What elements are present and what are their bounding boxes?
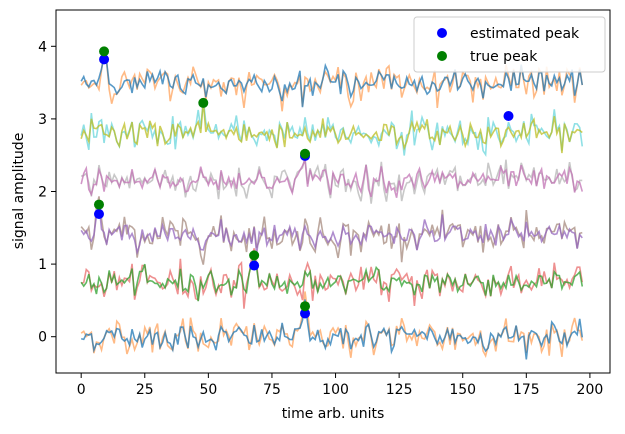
legend-marker-true-peak bbox=[437, 51, 447, 61]
estimated-peak-point-4 bbox=[503, 110, 514, 121]
true-peak-point-4 bbox=[198, 97, 209, 108]
legend-marker-estimated-peak bbox=[437, 28, 447, 38]
x-tick-label: 0 bbox=[77, 382, 86, 398]
true-peak-point-0 bbox=[300, 301, 311, 312]
marker-layer bbox=[93, 46, 514, 319]
y-tick-label: 2 bbox=[38, 185, 47, 201]
x-tick-label: 175 bbox=[513, 382, 540, 398]
x-axis-ticks: 0 25 50 75 100 125 150 175 200 bbox=[77, 373, 604, 398]
smoothed-signal-line-5 bbox=[80, 54, 584, 108]
x-tick-label: 125 bbox=[386, 382, 413, 398]
x-tick-label: 150 bbox=[449, 382, 476, 398]
true-peak-point-5 bbox=[99, 46, 110, 57]
true-peak-point-1 bbox=[249, 250, 260, 261]
y-tick-label: 0 bbox=[38, 330, 47, 346]
estimated-peak-point-1 bbox=[249, 260, 260, 271]
smoothed-signal-line-3 bbox=[80, 159, 584, 198]
true-peak-point-3 bbox=[300, 148, 311, 159]
legend-label-estimated-peak: estimated peak bbox=[470, 26, 580, 42]
x-tick-label: 50 bbox=[199, 382, 217, 398]
x-axis-label: time arb. units bbox=[282, 406, 385, 422]
estimated-peak-point-5 bbox=[99, 54, 110, 65]
estimated-peak-point-0 bbox=[300, 308, 311, 319]
smoothed-signal-line-4 bbox=[80, 101, 583, 154]
smoothed-signal-line-2 bbox=[80, 203, 583, 256]
true-peak-point-2 bbox=[93, 199, 104, 210]
y-axis-label: signal amplitude bbox=[11, 133, 27, 250]
x-tick-label: 200 bbox=[577, 382, 604, 398]
smoothed-signal-line-0 bbox=[80, 299, 584, 360]
x-tick-label: 75 bbox=[263, 382, 281, 398]
legend-label-true-peak: true peak bbox=[470, 49, 538, 65]
y-tick-label: 1 bbox=[38, 257, 47, 273]
estimated-peak-point-2 bbox=[93, 209, 104, 220]
y-tick-label: 3 bbox=[38, 112, 47, 128]
y-axis-ticks: 0 1 2 3 4 bbox=[38, 39, 56, 346]
x-tick-label: 25 bbox=[136, 382, 154, 398]
legend-box bbox=[413, 16, 606, 73]
x-tick-label: 100 bbox=[322, 382, 349, 398]
legend: estimated peak true peak bbox=[413, 16, 606, 73]
series-layer bbox=[80, 49, 584, 360]
y-tick-label: 4 bbox=[38, 39, 47, 55]
smoothed-signal-line-1 bbox=[80, 255, 584, 302]
